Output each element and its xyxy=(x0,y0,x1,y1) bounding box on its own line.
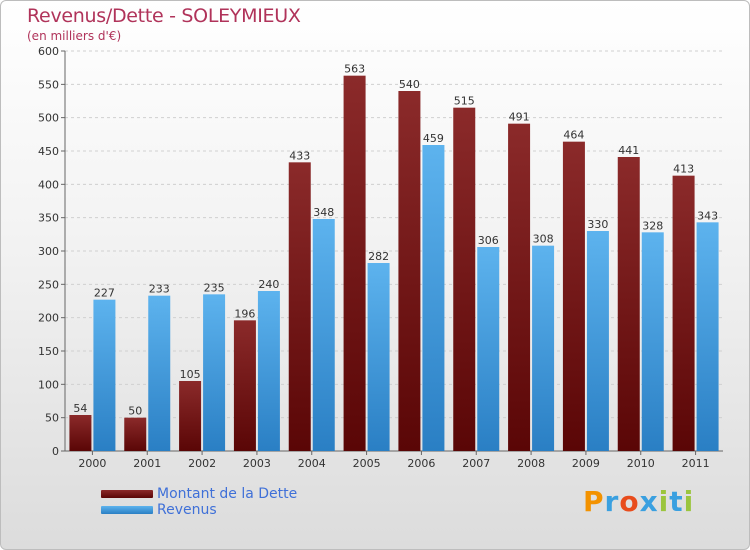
bar-revenus xyxy=(532,245,555,451)
x-tick-label: 2008 xyxy=(517,457,545,470)
bar-revenus xyxy=(641,232,664,451)
y-tick-label: 400 xyxy=(38,178,59,191)
bar-revenus xyxy=(257,291,280,451)
logo-letter: x xyxy=(639,485,659,518)
data-label-dette: 441 xyxy=(618,144,639,157)
legend-label-revenus: Revenus xyxy=(157,502,217,518)
x-tick-label: 2007 xyxy=(462,457,490,470)
data-label-revenus: 459 xyxy=(423,132,444,145)
data-label-dette: 515 xyxy=(454,95,475,108)
bar-revenus xyxy=(696,222,719,451)
data-label-dette: 413 xyxy=(673,163,694,176)
data-label-revenus: 308 xyxy=(533,233,554,246)
y-tick-label: 150 xyxy=(38,345,59,358)
x-tick-label: 2004 xyxy=(298,457,326,470)
data-label-revenus: 235 xyxy=(204,281,225,294)
bar-dette xyxy=(69,415,92,451)
data-label-revenus: 330 xyxy=(587,218,608,231)
legend-swatch-revenus xyxy=(101,506,153,514)
x-tick-label: 2011 xyxy=(682,457,710,470)
x-tick-label: 2005 xyxy=(353,457,381,470)
data-label-revenus: 348 xyxy=(313,206,334,219)
y-tick-label: 350 xyxy=(38,212,59,225)
x-tick-label: 2001 xyxy=(133,457,161,470)
data-label-dette: 540 xyxy=(399,78,420,91)
bar-dette xyxy=(233,320,256,451)
data-label-dette: 196 xyxy=(234,307,255,320)
bar-dette xyxy=(562,141,585,451)
bar-revenus xyxy=(203,294,226,451)
x-tick-label: 2006 xyxy=(407,457,435,470)
bar-dette xyxy=(343,75,366,452)
logo-letter: P xyxy=(583,485,605,518)
logo-letter: o xyxy=(619,485,640,518)
legend-item-dette: Montant de la Dette xyxy=(101,486,297,502)
bar-revenus xyxy=(93,299,116,451)
y-tick-label: 0 xyxy=(52,445,59,458)
data-label-dette: 563 xyxy=(344,63,365,76)
bar-revenus xyxy=(148,295,171,451)
bar-revenus xyxy=(312,219,335,451)
x-tick-label: 2000 xyxy=(78,457,106,470)
proxiti-logo: Proxiti xyxy=(583,485,694,518)
data-label-revenus: 343 xyxy=(697,209,718,222)
bar-revenus xyxy=(367,263,390,451)
y-tick-label: 200 xyxy=(38,312,59,325)
logo-letter: t xyxy=(669,485,684,518)
x-tick-label: 2009 xyxy=(572,457,600,470)
y-tick-label: 50 xyxy=(45,412,59,425)
y-tick-label: 250 xyxy=(38,278,59,291)
data-label-revenus: 282 xyxy=(368,250,389,263)
bar-dette xyxy=(672,175,695,451)
data-label-revenus: 233 xyxy=(149,283,170,296)
x-tick-label: 2002 xyxy=(188,457,216,470)
data-label-dette: 105 xyxy=(180,368,201,381)
legend-swatch-dette xyxy=(101,490,153,498)
y-tick-label: 300 xyxy=(38,245,59,258)
legend-item-revenus: Revenus xyxy=(101,502,297,518)
data-label-dette: 50 xyxy=(128,405,142,418)
x-tick-label: 2010 xyxy=(627,457,655,470)
y-tick-label: 550 xyxy=(38,78,59,91)
bar-dette xyxy=(124,417,147,451)
bar-dette xyxy=(398,91,421,451)
data-label-dette: 464 xyxy=(563,129,584,142)
data-label-revenus: 328 xyxy=(642,219,663,232)
bar-revenus xyxy=(422,145,445,451)
bar-dette xyxy=(453,107,476,452)
y-tick-label: 100 xyxy=(38,378,59,391)
legend-label-dette: Montant de la Dette xyxy=(157,486,298,502)
chart-title: Revenus/Dette - SOLEYMIEUX xyxy=(27,5,301,27)
data-label-revenus: 227 xyxy=(94,287,115,300)
y-tick-label: 500 xyxy=(38,112,59,125)
data-label-revenus: 306 xyxy=(478,234,499,247)
data-label-revenus: 240 xyxy=(258,278,279,291)
data-label-dette: 54 xyxy=(73,402,87,415)
bar-dette xyxy=(508,123,531,452)
bar-revenus xyxy=(477,247,500,451)
y-tick-label: 600 xyxy=(38,45,59,58)
chart-subtitle: (en milliers d'€) xyxy=(27,29,122,43)
y-tick-label: 450 xyxy=(38,145,59,158)
bar-dette xyxy=(288,162,311,452)
logo-letter: i xyxy=(683,485,695,518)
bar-revenus xyxy=(586,231,609,451)
bar-dette xyxy=(179,381,202,451)
logo-letter: r xyxy=(604,485,620,518)
bar-dette xyxy=(617,157,640,451)
logo-letter: i xyxy=(658,485,670,518)
x-tick-label: 2003 xyxy=(243,457,271,470)
data-label-dette: 433 xyxy=(289,149,310,162)
data-label-dette: 491 xyxy=(509,111,530,124)
chart-legend: Montant de la Dette Revenus xyxy=(101,486,297,518)
